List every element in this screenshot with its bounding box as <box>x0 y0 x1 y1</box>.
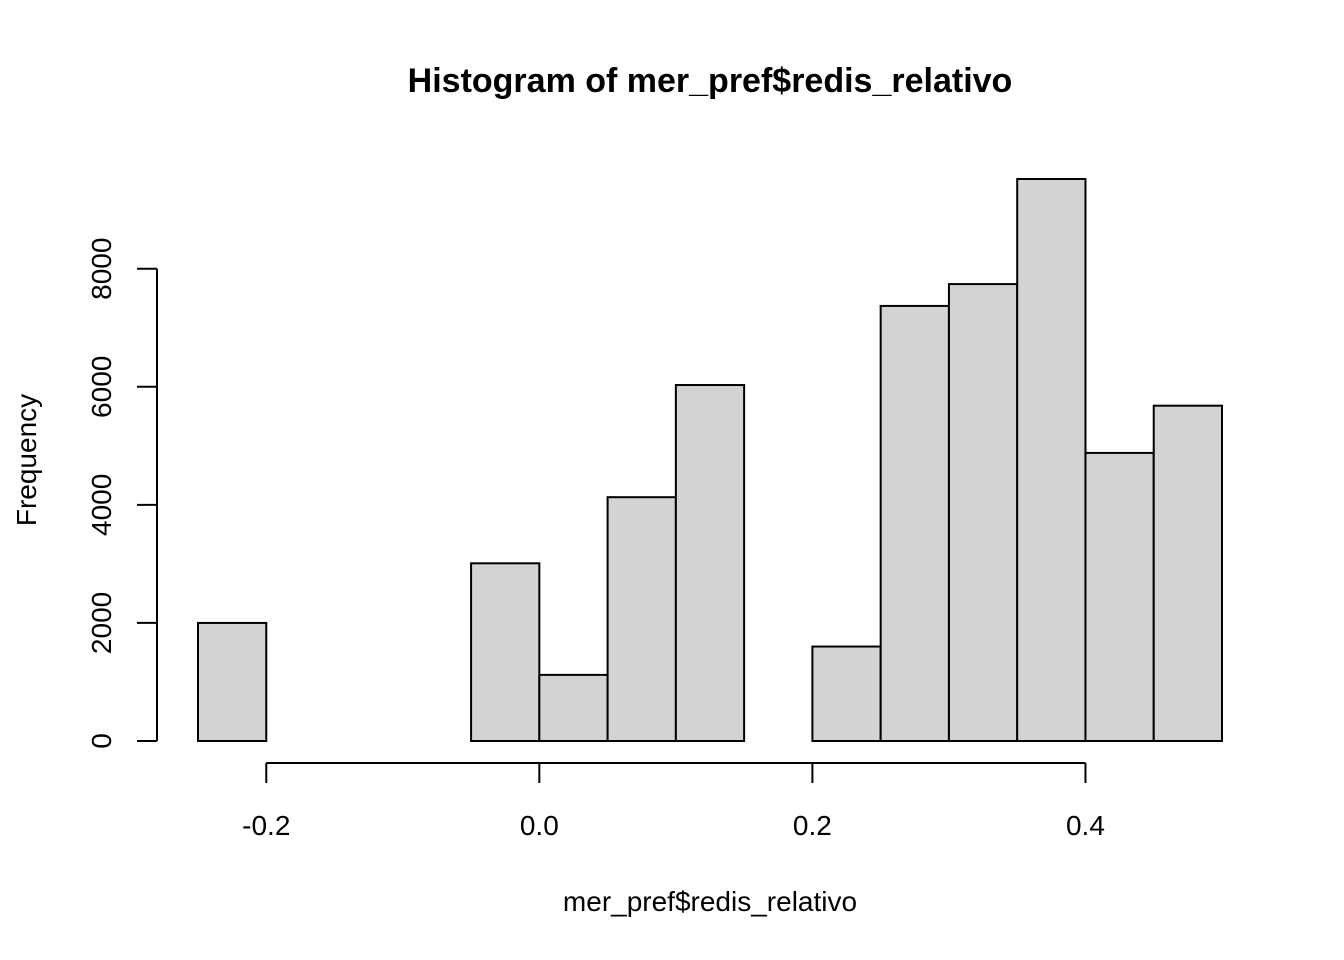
histogram-bar-12 <box>1016 178 1087 742</box>
x-tick-label-3: 0.4 <box>1066 810 1105 841</box>
histogram-bar-10 <box>879 304 950 742</box>
x-tick-label-1: 0.0 <box>520 810 559 841</box>
y-tick-label-0: 0 <box>86 733 117 749</box>
x-axis-label: mer_pref$redis_relativo <box>563 886 857 917</box>
histogram-bar-11 <box>947 283 1019 742</box>
histogram-bar-4 <box>470 562 541 743</box>
chart-title: Histogram of mer_pref$redis_relativo <box>408 62 1013 100</box>
y-tick-label-1: 2000 <box>86 592 117 654</box>
y-tick-label-4: 8000 <box>86 238 117 300</box>
y-axis: 0 2000 4000 6000 8000 <box>86 238 158 749</box>
histogram-bar-6 <box>606 496 677 742</box>
histogram-bar-13 <box>1084 451 1155 742</box>
y-axis-label: Frequency <box>11 394 42 526</box>
x-tick-label-0: -0.2 <box>242 810 290 841</box>
histogram-bar-5 <box>538 673 609 742</box>
x-axis: -0.2 0.0 0.2 0.4 <box>242 762 1105 841</box>
histogram-bar-9 <box>811 645 882 742</box>
y-tick-label-2: 4000 <box>86 474 117 536</box>
bars-group <box>197 178 1223 743</box>
histogram-bar-14 <box>1152 404 1223 742</box>
x-tick-label-2: 0.2 <box>793 810 832 841</box>
histogram-bar-7 <box>674 384 746 742</box>
histogram-bar-0 <box>197 621 268 743</box>
y-tick-label-3: 6000 <box>86 356 117 418</box>
